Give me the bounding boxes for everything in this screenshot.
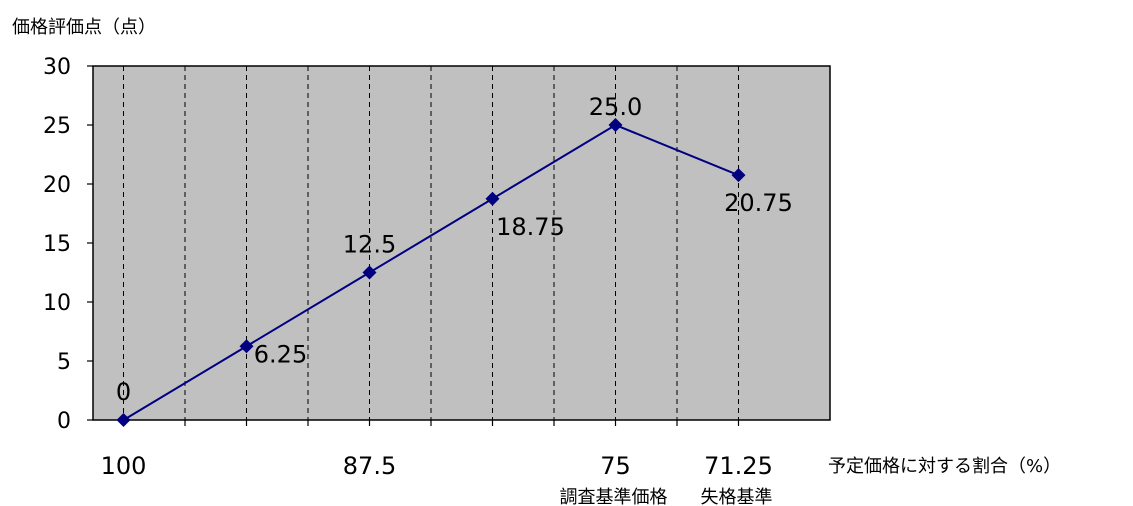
data-label: 6.25	[254, 340, 307, 368]
data-point	[608, 118, 623, 132]
data-point	[731, 168, 746, 183]
data-point	[239, 339, 254, 354]
data-label: 18.75	[496, 213, 565, 241]
x-axis-label: 予定価格に対する割合（%）	[828, 456, 1061, 477]
y-tick-label: 5	[57, 350, 71, 375]
x-tick-label: 75	[600, 452, 631, 480]
y-axis-label: 価格評価点（点）	[12, 17, 156, 38]
series-line	[122, 123, 739, 421]
y-tick-label: 10	[43, 291, 71, 316]
y-tick-label: 30	[43, 55, 71, 80]
y-tick-label: 20	[43, 173, 71, 198]
data-point	[116, 413, 131, 427]
plot-area	[92, 65, 831, 421]
y-tick-label: 0	[57, 409, 71, 434]
x-tick-sublabel: 失格基準	[701, 487, 773, 506]
x-tick-sublabel: 調査基準価格	[560, 487, 668, 506]
y-axis: 0 5 10 15 20 25 30	[43, 55, 93, 434]
y-tick-label: 15	[43, 232, 71, 257]
x-axis: 100 87.5 75 調査基準価格 71.25 失格基準	[101, 420, 773, 506]
x-tick-label: 100	[101, 452, 147, 480]
data-labels: 0 6.25 12.5 18.75 25.0 20.75	[116, 93, 793, 406]
grid-lines	[123, 66, 739, 420]
data-point	[485, 191, 500, 206]
x-tick-label: 71.25	[704, 452, 773, 480]
y-tick-label: 25	[43, 114, 71, 139]
data-label: 25.0	[589, 93, 642, 121]
data-label: 20.75	[724, 189, 793, 217]
x-tick-label: 87.5	[343, 452, 396, 480]
data-point	[362, 265, 377, 280]
data-series	[116, 118, 746, 427]
data-label: 12.5	[343, 231, 396, 259]
data-label: 0	[116, 378, 131, 406]
